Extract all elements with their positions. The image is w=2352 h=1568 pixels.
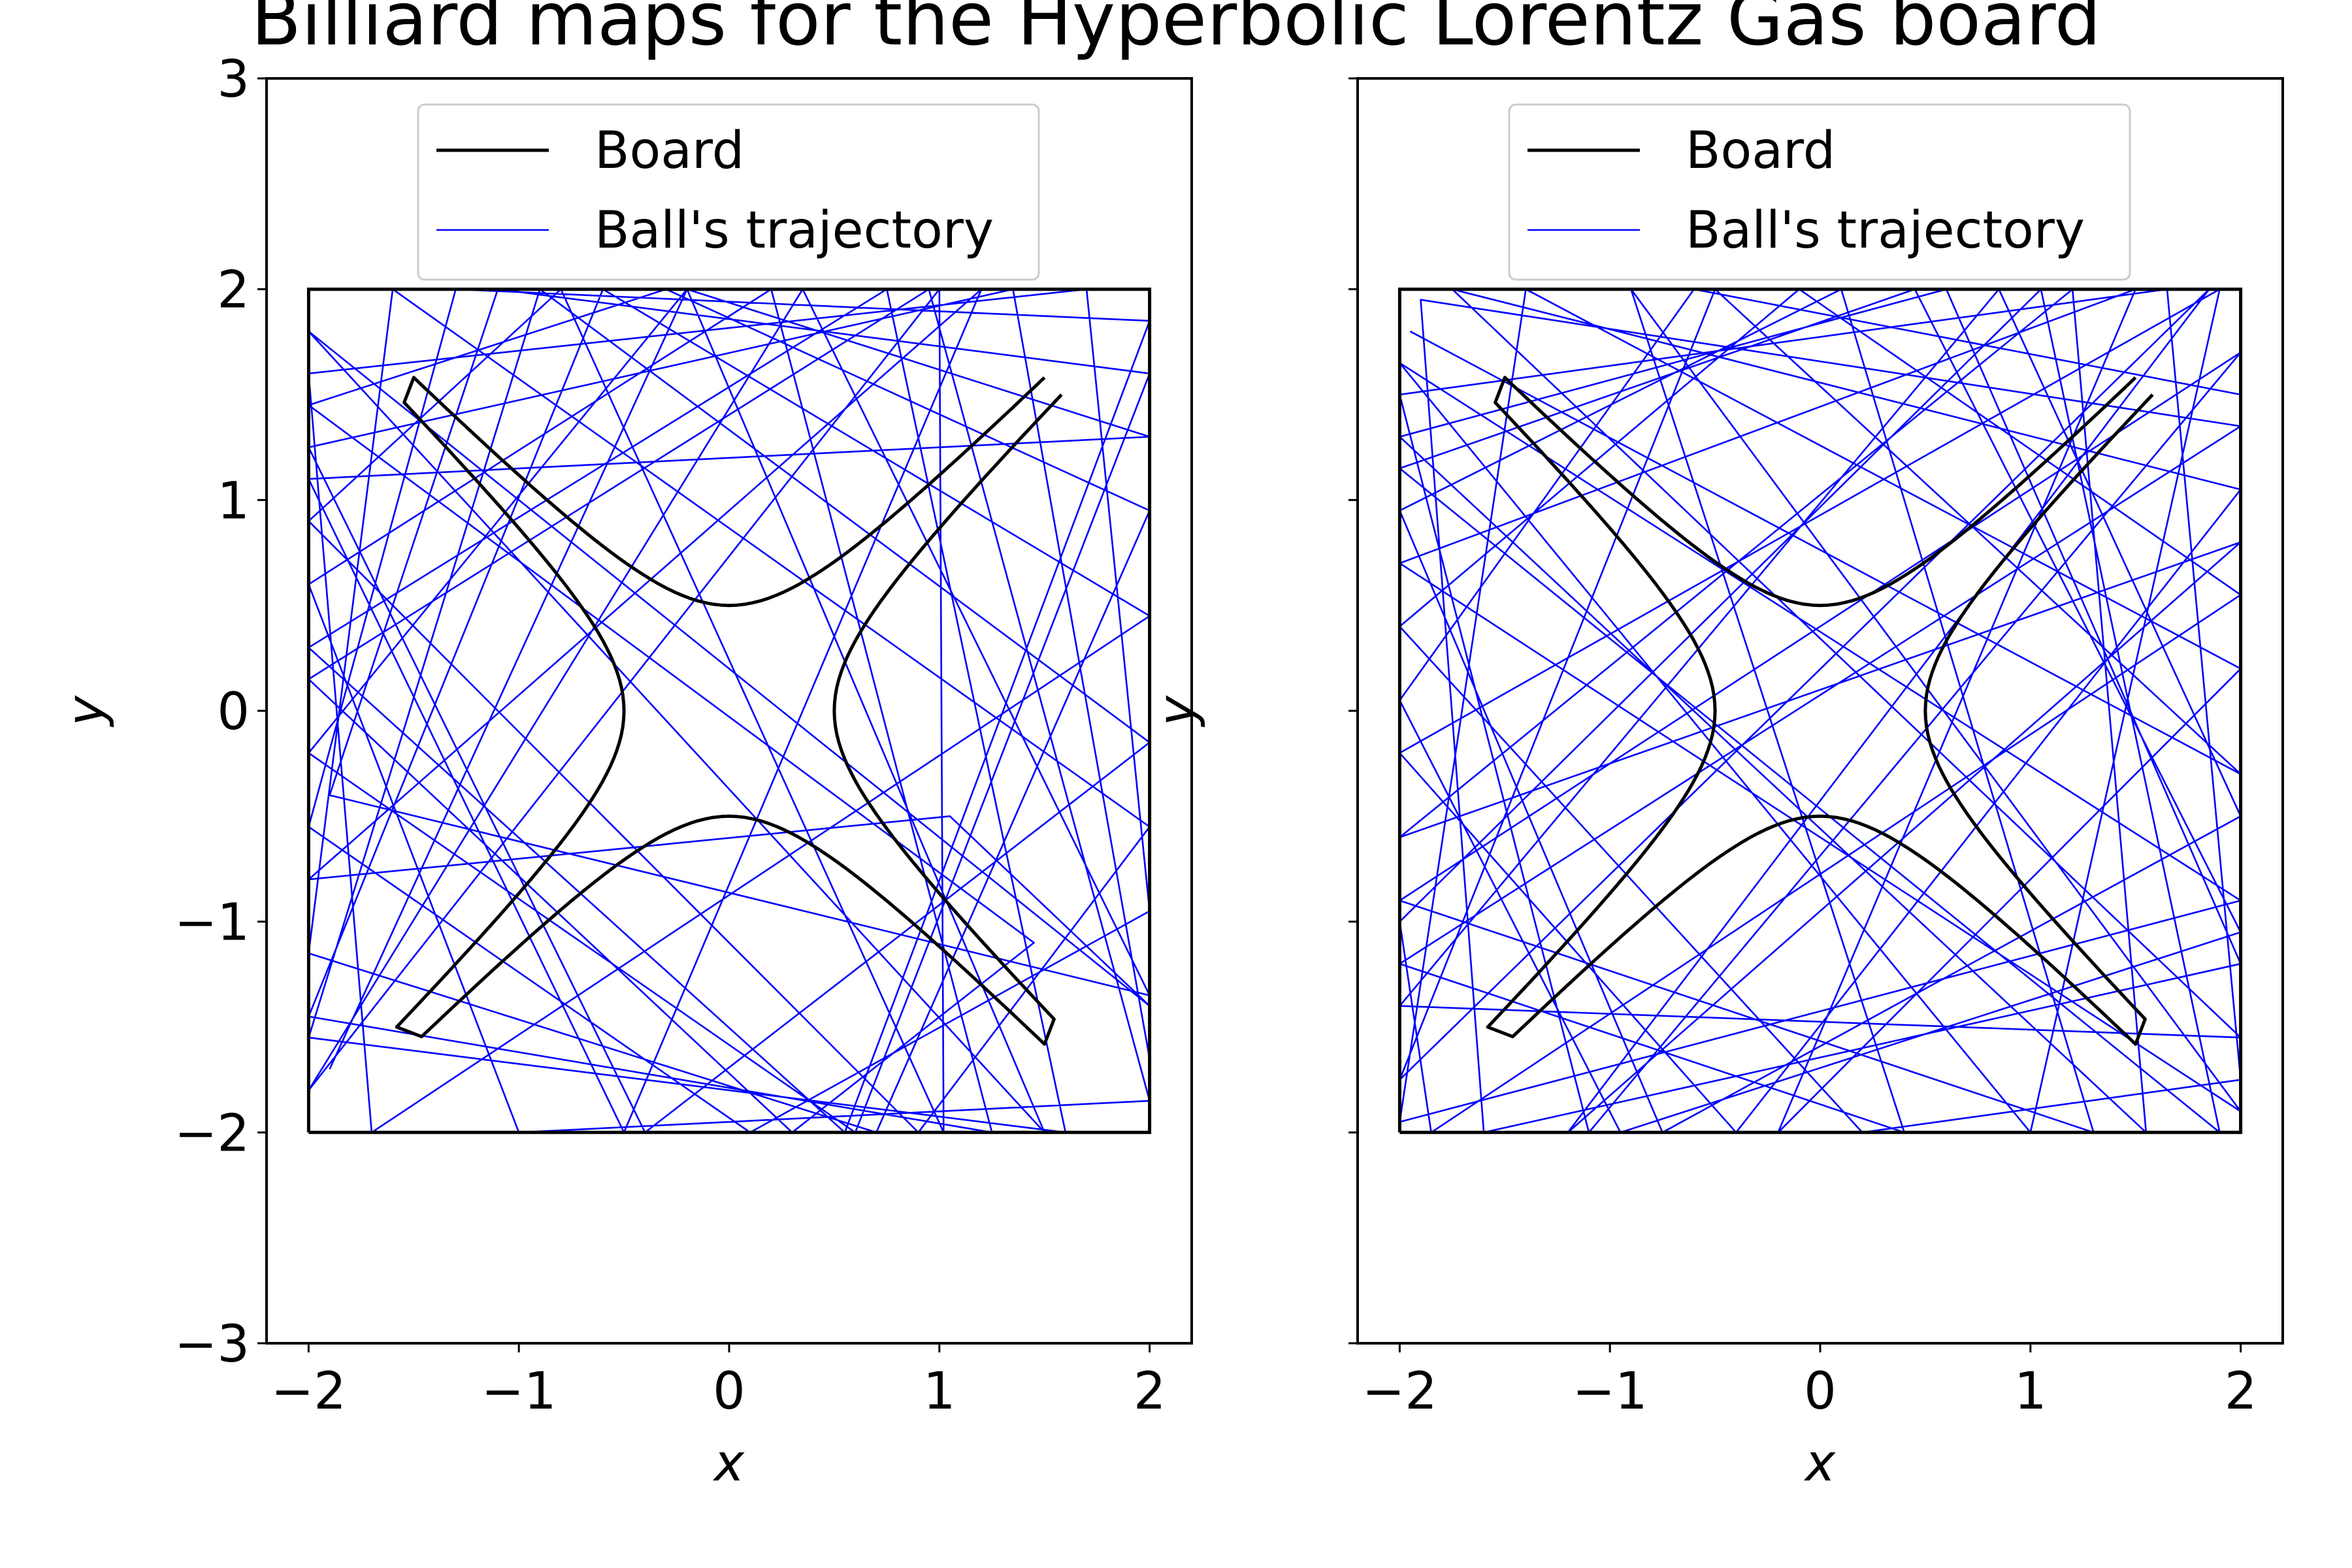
left-y-axis-label: y [57,694,116,727]
left-x-tick-label: 1 [923,1362,956,1421]
left-board-outer-square [306,287,1152,1134]
left-legend-board-label: Board [595,122,744,180]
right-x-tick-label: −2 [1362,1362,1437,1421]
right-legend-board-label: Board [1686,122,1835,180]
left-y-tick-label: −2 [174,1104,250,1163]
right-x-tick-label: 0 [1804,1362,1837,1421]
left-panel: −2 −1 0 1 2 −3 −2 −1 0 1 2 3 x y Board Ball's trajector… [57,50,1193,1493]
right-board-inner-star [1486,376,2154,1046]
left-x-tick-label: 2 [1134,1362,1166,1421]
left-y-tick-label: −3 [174,1315,250,1374]
right-x-tick-label: 1 [2014,1362,2047,1421]
left-x-tick-label: 0 [713,1362,745,1421]
left-x-tick-label: −1 [482,1362,557,1421]
right-legend-frame [1508,103,2131,281]
right-x-tick-label: −1 [1573,1362,1648,1421]
left-board-inner-star [395,376,1063,1046]
left-x-axis-label: x [712,1434,745,1493]
right-board-outer-square [1397,287,2243,1134]
left-y-tick-label: 1 [217,472,250,531]
right-x-axis-label: x [1803,1434,1836,1493]
left-legend-frame [417,103,1040,281]
left-y-tick-label: −1 [174,894,250,953]
right-y-axis-label: y [1148,694,1207,727]
left-legend-trajectory-label: Ball's trajectory [595,201,994,260]
right-legend-trajectory-label: Ball's trajectory [1686,201,2085,260]
left-y-tick-label: 0 [217,683,250,742]
right-x-tick-label: 2 [2225,1362,2257,1421]
right-panel: −2 −1 0 1 2 x y Board Ball's trajectory [1148,77,2284,1493]
left-y-tick-label: 2 [217,261,250,320]
left-x-tick-label: −2 [271,1362,346,1421]
left-y-tick-label: 3 [217,50,250,109]
figure-title: Billiard maps for the Hyperbolic Lorentz… [251,0,2101,62]
